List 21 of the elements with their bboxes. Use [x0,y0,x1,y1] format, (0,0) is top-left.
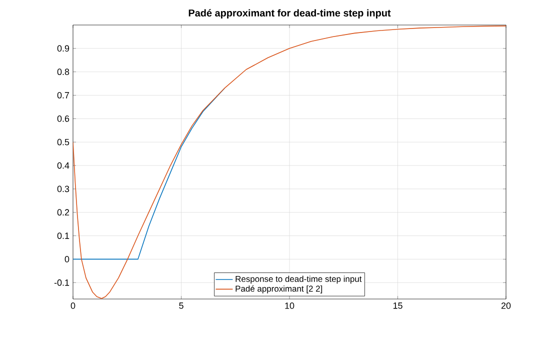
y-tick-label: 0.3 [57,186,70,192]
x-tick-label: 15 [393,302,402,309]
x-tick-label: 5 [179,302,184,309]
y-tick-label: 0.8 [57,68,70,76]
y-tick-label: 0.2 [57,209,70,216]
legend-label: Response to dead-time step input [236,276,362,284]
y-tick-label: 0 [64,256,70,262]
y-tick-label: 0.7 [57,92,70,98]
y-tick-label: 0.5 [57,138,70,146]
x-tick-label: 0 [70,302,76,309]
y-tick-label: 0.9 [57,45,70,52]
y-tick-label: 0.4 [57,162,70,169]
x-tick-label: 10 [285,302,294,309]
chart-title: Padé approximant for dead-time step input [188,9,391,18]
y-tick-label: 0.6 [57,115,70,122]
x-tick-label: 20 [501,302,511,309]
y-tick-label: -0.1 [54,279,70,286]
line-series [73,88,225,260]
legend-label: Padé approximant [2 2] [236,285,322,294]
y-tick-label: 0.1 [57,232,70,239]
line-series [73,26,506,299]
